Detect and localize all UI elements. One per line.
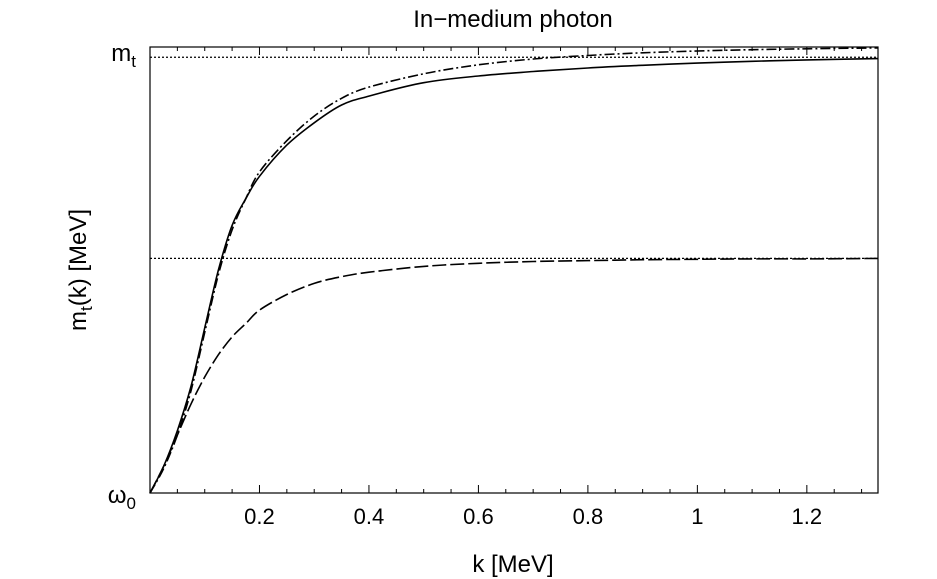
x-tick-label: 0.6 bbox=[463, 504, 494, 529]
series-line-3-long-dash bbox=[149, 257, 879, 494]
plot-border bbox=[149, 46, 879, 494]
series-line-2-dash-dot bbox=[149, 47, 879, 494]
chart-title: In−medium photon bbox=[413, 6, 612, 33]
y-axis-label-main: m bbox=[65, 311, 92, 331]
x-tick-label: 0.2 bbox=[244, 504, 275, 529]
y-axis-label-rest: (k) [MeV] bbox=[65, 209, 92, 306]
y-axis-label: mt(k) [MeV] bbox=[65, 209, 96, 331]
y-tick-label-2: mt bbox=[111, 40, 136, 71]
series-line-1-solid bbox=[149, 57, 879, 494]
x-axis-ticks: 0.2 0.4 0.6 0.8 1 1.2 bbox=[176, 47, 863, 529]
x-tick-label: 1 bbox=[691, 504, 703, 529]
x-tick-label: 0.4 bbox=[354, 504, 385, 529]
series-group bbox=[149, 47, 879, 494]
reference-lines bbox=[150, 56, 878, 260]
y-axis-label-sub: t bbox=[77, 306, 96, 311]
plot-frame bbox=[149, 46, 879, 494]
x-tick-label: 0.8 bbox=[573, 504, 604, 529]
y-axis-ticks: ω0 mt bbox=[108, 40, 158, 513]
y-tick-label-1: ω0 bbox=[108, 482, 136, 513]
x-tick-label: 1.2 bbox=[792, 504, 823, 529]
x-axis-label: k [MeV] bbox=[472, 551, 553, 578]
